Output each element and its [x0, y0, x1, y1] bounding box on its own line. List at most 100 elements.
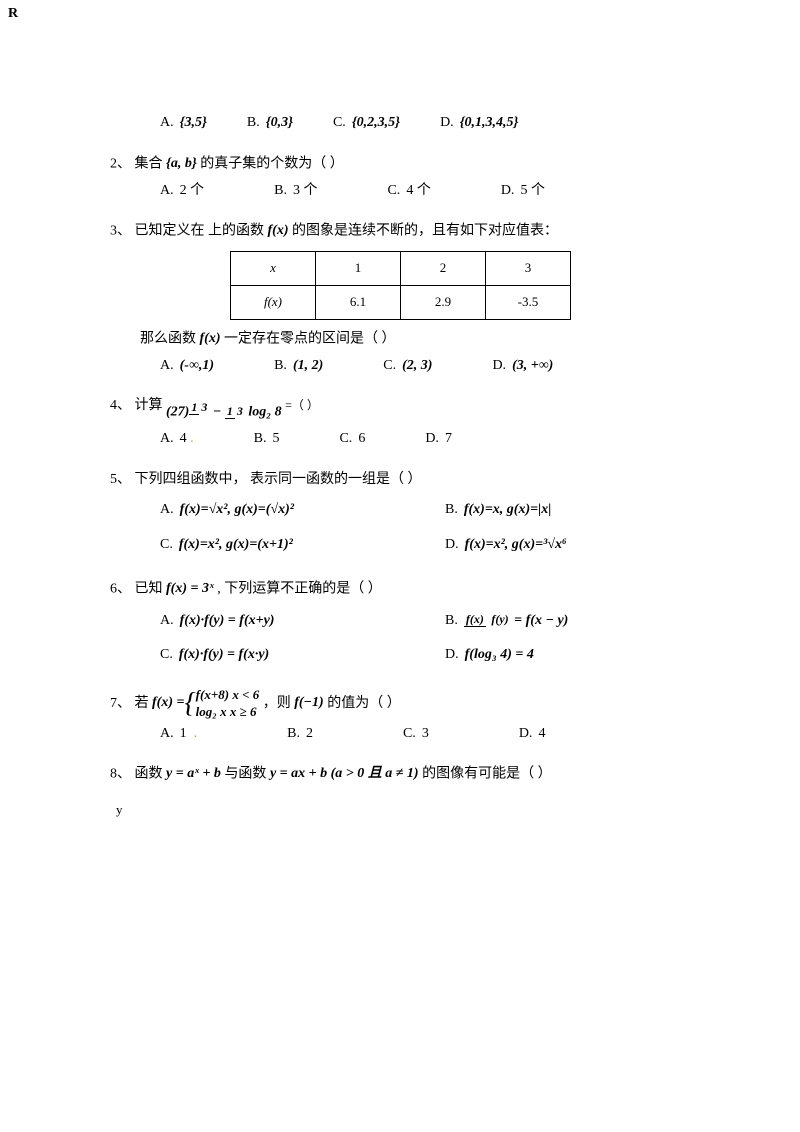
option-label: B.	[445, 608, 458, 635]
option-math: (1, 2)	[293, 353, 323, 380]
question-number: 3、	[110, 224, 131, 239]
table-row: x 1 2 3	[231, 252, 571, 286]
q6-opt-d: D. f(log₃ 4) = 4	[445, 642, 730, 669]
question-1-options: A. {3,5} B. {0,3} C. {0,2,3,5} D. {0,1,3…	[110, 110, 730, 137]
option-text: 5 个	[520, 178, 545, 205]
option-label: C.	[387, 178, 400, 205]
option-label: D.	[519, 721, 533, 748]
math-part: = f(x − y)	[511, 613, 569, 628]
table-cell: 1	[316, 252, 401, 286]
option-math: f(x)=√x², g(x)=(√x)²	[180, 497, 294, 524]
option-label: A.	[160, 497, 174, 524]
option-math: {0,2,3,5}	[352, 110, 400, 137]
option-label: C.	[403, 721, 416, 748]
q1-opt-d: D. {0,1,3,4,5}	[440, 110, 518, 137]
axis-label-y: y	[116, 802, 730, 818]
question-text: 与函数	[224, 767, 266, 782]
option-label: C.	[160, 642, 173, 669]
q2-opt-b: B. 3 个	[274, 178, 317, 205]
option-math: {3,5}	[180, 110, 207, 137]
question-2: 2、 集合 {a, b} 的真子集的个数为（ ） A. 2 个 B. 3 个 C…	[110, 151, 730, 205]
option-label: D.	[445, 642, 459, 669]
q3-opt-b: B. (1, 2)	[274, 353, 323, 380]
q5-opt-a: A. f(x)=√x², g(x)=(√x)²	[160, 497, 445, 524]
option-math: f(log₃ 4) = 4	[465, 642, 534, 669]
option-label: A.	[160, 608, 174, 635]
q4-opt-d: D. 7	[425, 426, 452, 453]
question-text: 下列四组函数中， 表示同一函数的一组是（ ）	[135, 472, 422, 487]
table-row: f(x) 6.1 2.9 -3.5	[231, 286, 571, 320]
option-label: B.	[247, 110, 260, 137]
question-number: 5、	[110, 472, 131, 487]
option-math: f(x)=x², g(x)=(x+1)²	[179, 532, 293, 559]
option-label: A.	[160, 426, 174, 453]
option-text: 1	[180, 721, 187, 748]
option-label: C.	[333, 110, 346, 137]
q2-opt-d: D. 5 个	[501, 178, 545, 205]
question-text: 计算	[135, 398, 163, 413]
q3-opt-c: C. (2, 3)	[383, 353, 432, 380]
question-number: 6、	[110, 582, 131, 597]
q2-opt-c: C. 4 个	[387, 178, 430, 205]
math-part: f(x) =	[152, 690, 184, 717]
question-text: =（ ）	[285, 398, 319, 412]
option-label: A.	[160, 178, 174, 205]
option-text: 3 个	[293, 178, 318, 205]
option-label: D.	[425, 426, 439, 453]
value-table: x 1 2 3 f(x) 6.1 2.9 -3.5	[230, 251, 571, 319]
question-8: 8、 函数 y = aˣ + b 与函数 y = ax + b (a > 0 且…	[110, 761, 730, 788]
question-math: f(−1)	[294, 690, 323, 717]
table-cell: f(x)	[231, 286, 316, 320]
fraction: 13	[189, 401, 209, 414]
option-label: A.	[160, 721, 174, 748]
option-text: 5	[272, 426, 279, 453]
question-6: 6、 已知 f(x) = 3ˣ , 下列运算不正确的是（ ） A. f(x)·f…	[110, 576, 730, 672]
question-math: (27)13 − 13 log₂ 8	[166, 396, 282, 426]
option-text: 4	[538, 721, 545, 748]
option-math: {0,3}	[266, 110, 293, 137]
q6-opt-c: C. f(x)·f(y) = f(x·y)	[160, 642, 445, 669]
question-text: 的图像有可能是（ ）	[422, 767, 552, 782]
question-text: , 下列运算不正确的是（ ）	[217, 582, 382, 597]
dot-icon: .	[187, 721, 198, 748]
question-4: 4、 计算 (27)13 − 13 log₂ 8 =（ ） A. 4 . B. …	[110, 393, 730, 452]
option-math: f(x)·f(y) = f(x+y)	[180, 608, 275, 635]
question-text: 的值为（ ）	[327, 696, 401, 711]
q2-opt-a: A. 2 个	[160, 178, 204, 205]
question-text: 已知定义在 上的函数	[135, 224, 265, 239]
q1-opt-b: B. {0,3}	[247, 110, 293, 137]
q7-opt-d: D. 4	[519, 721, 546, 748]
q5-opt-d: D. f(x)=x², g(x)=³√x⁶	[445, 532, 730, 559]
option-math: (-∞,1)	[180, 353, 214, 380]
q7-opt-b: B. 2	[287, 721, 313, 748]
q4-opt-b: B. 5	[254, 426, 280, 453]
q7-opt-c: C. 3	[403, 721, 429, 748]
q3-opt-a: A. (-∞,1)	[160, 353, 214, 380]
table-cell: 6.1	[316, 286, 401, 320]
q3-opt-d: D. (3, +∞)	[492, 353, 553, 380]
table-cell: -3.5	[486, 286, 571, 320]
denominator: 3	[235, 404, 245, 418]
q6-opt-a: A. f(x)·f(y) = f(x+y)	[160, 608, 445, 635]
question-math: {a, b}	[166, 151, 197, 178]
option-text: 4 个	[406, 178, 431, 205]
fraction: f(x) f(y)	[464, 613, 511, 627]
question-5: 5、 下列四组函数中， 表示同一函数的一组是（ ） A. f(x)=√x², g…	[110, 467, 730, 563]
table-cell: 3	[486, 252, 571, 286]
question-7: 7、 若 f(x) = { f(x+8) x < 6 log₂ x x ≥ 6 …	[110, 687, 730, 747]
denominator: f(y)	[489, 612, 510, 626]
question-math: f(x) = 3ˣ	[166, 576, 214, 603]
table-cell: 2	[401, 252, 486, 286]
option-text: 2 个	[180, 178, 205, 205]
question-text: 若	[135, 696, 149, 711]
option-math: f(x)=x, g(x)=|x|	[464, 497, 551, 524]
table-cell: x	[231, 252, 316, 286]
fraction: 13	[225, 405, 245, 419]
question-number: 7、	[110, 696, 131, 711]
question-text: 函数	[135, 767, 163, 782]
question-number: 4、	[110, 398, 131, 413]
piece-row: log₂ x x ≥ 6	[196, 704, 260, 721]
option-label: D.	[440, 110, 454, 137]
question-continuation: 那么函数 f(x) 一定存在零点的区间是（ ）	[110, 326, 730, 353]
numerator: 1	[225, 404, 235, 419]
